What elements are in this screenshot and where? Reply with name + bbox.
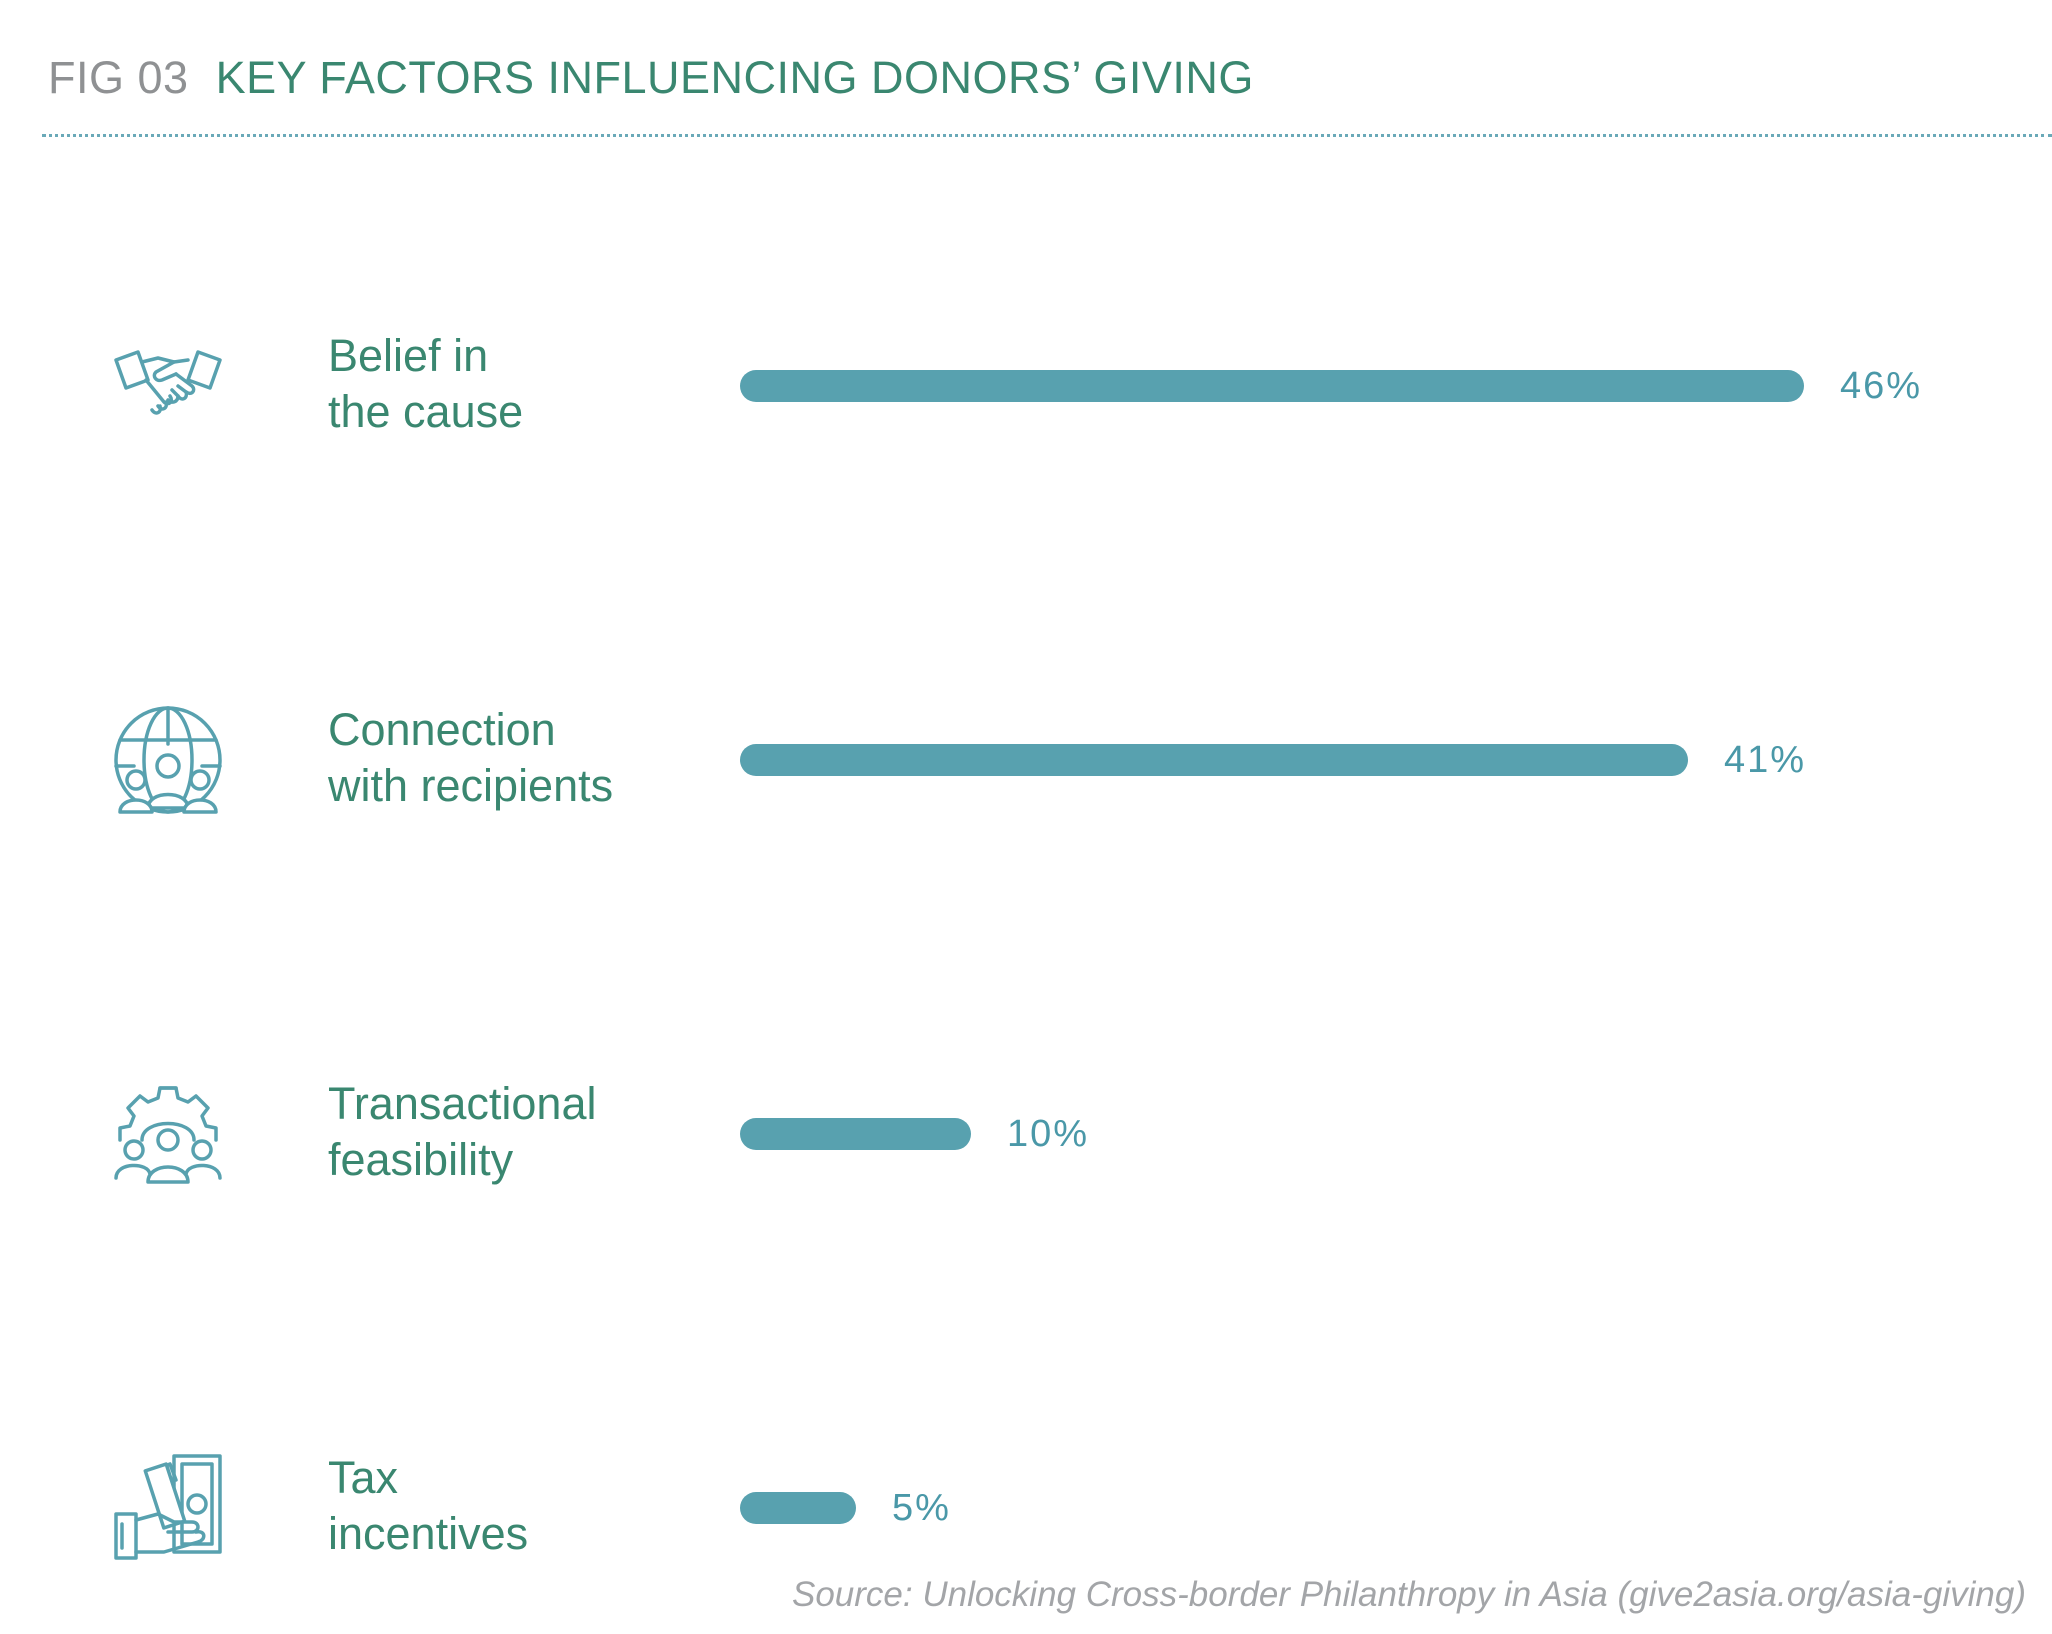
header-divider: [42, 134, 2052, 137]
row-label-line-2: with recipients: [328, 760, 614, 811]
bar-row-connection: Connection with recipients 41%: [0, 662, 2052, 862]
money-hand-icon: [108, 1452, 228, 1572]
globe-people-icon: [108, 704, 228, 824]
figure-title: KEY FACTORS INFLUENCING DONORS’ GIVING: [215, 52, 1254, 103]
bar-row-belief: Belief in the cause 46%: [0, 288, 2052, 488]
row-label: Belief in the cause: [328, 328, 688, 440]
bar: [740, 744, 1688, 776]
data-label: 46%: [1840, 365, 1923, 407]
bar: [740, 1492, 856, 1524]
row-label-line-2: the cause: [328, 386, 524, 437]
figure-header: FIG 03 KEY FACTORS INFLUENCING DONORS’ G…: [48, 52, 1254, 104]
data-label: 5%: [892, 1487, 951, 1529]
bar: [740, 370, 1804, 402]
row-label: Tax incentives: [328, 1450, 688, 1562]
bar-row-tax: Tax incentives 5%: [0, 1410, 2052, 1610]
data-label: 41%: [1724, 739, 1807, 781]
row-label-line-1: Belief in: [328, 330, 489, 381]
row-label: Connection with recipients: [328, 702, 688, 814]
row-label-line-1: Transactional: [328, 1078, 597, 1129]
row-label-line-1: Tax: [328, 1452, 399, 1503]
bar-row-transactional: Transactional feasibility 10%: [0, 1036, 2052, 1236]
source-note: Source: Unlocking Cross-border Philanthr…: [791, 1575, 2026, 1614]
gear-people-icon: [108, 1078, 228, 1198]
data-label: 10%: [1007, 1113, 1090, 1155]
row-label-line-2: incentives: [328, 1508, 529, 1559]
row-label: Transactional feasibility: [328, 1076, 688, 1188]
row-label-line-1: Connection: [328, 704, 556, 755]
figure-number: FIG 03: [48, 52, 189, 103]
handshake-icon: [108, 330, 228, 450]
bar: [740, 1118, 971, 1150]
row-label-line-2: feasibility: [328, 1134, 514, 1185]
